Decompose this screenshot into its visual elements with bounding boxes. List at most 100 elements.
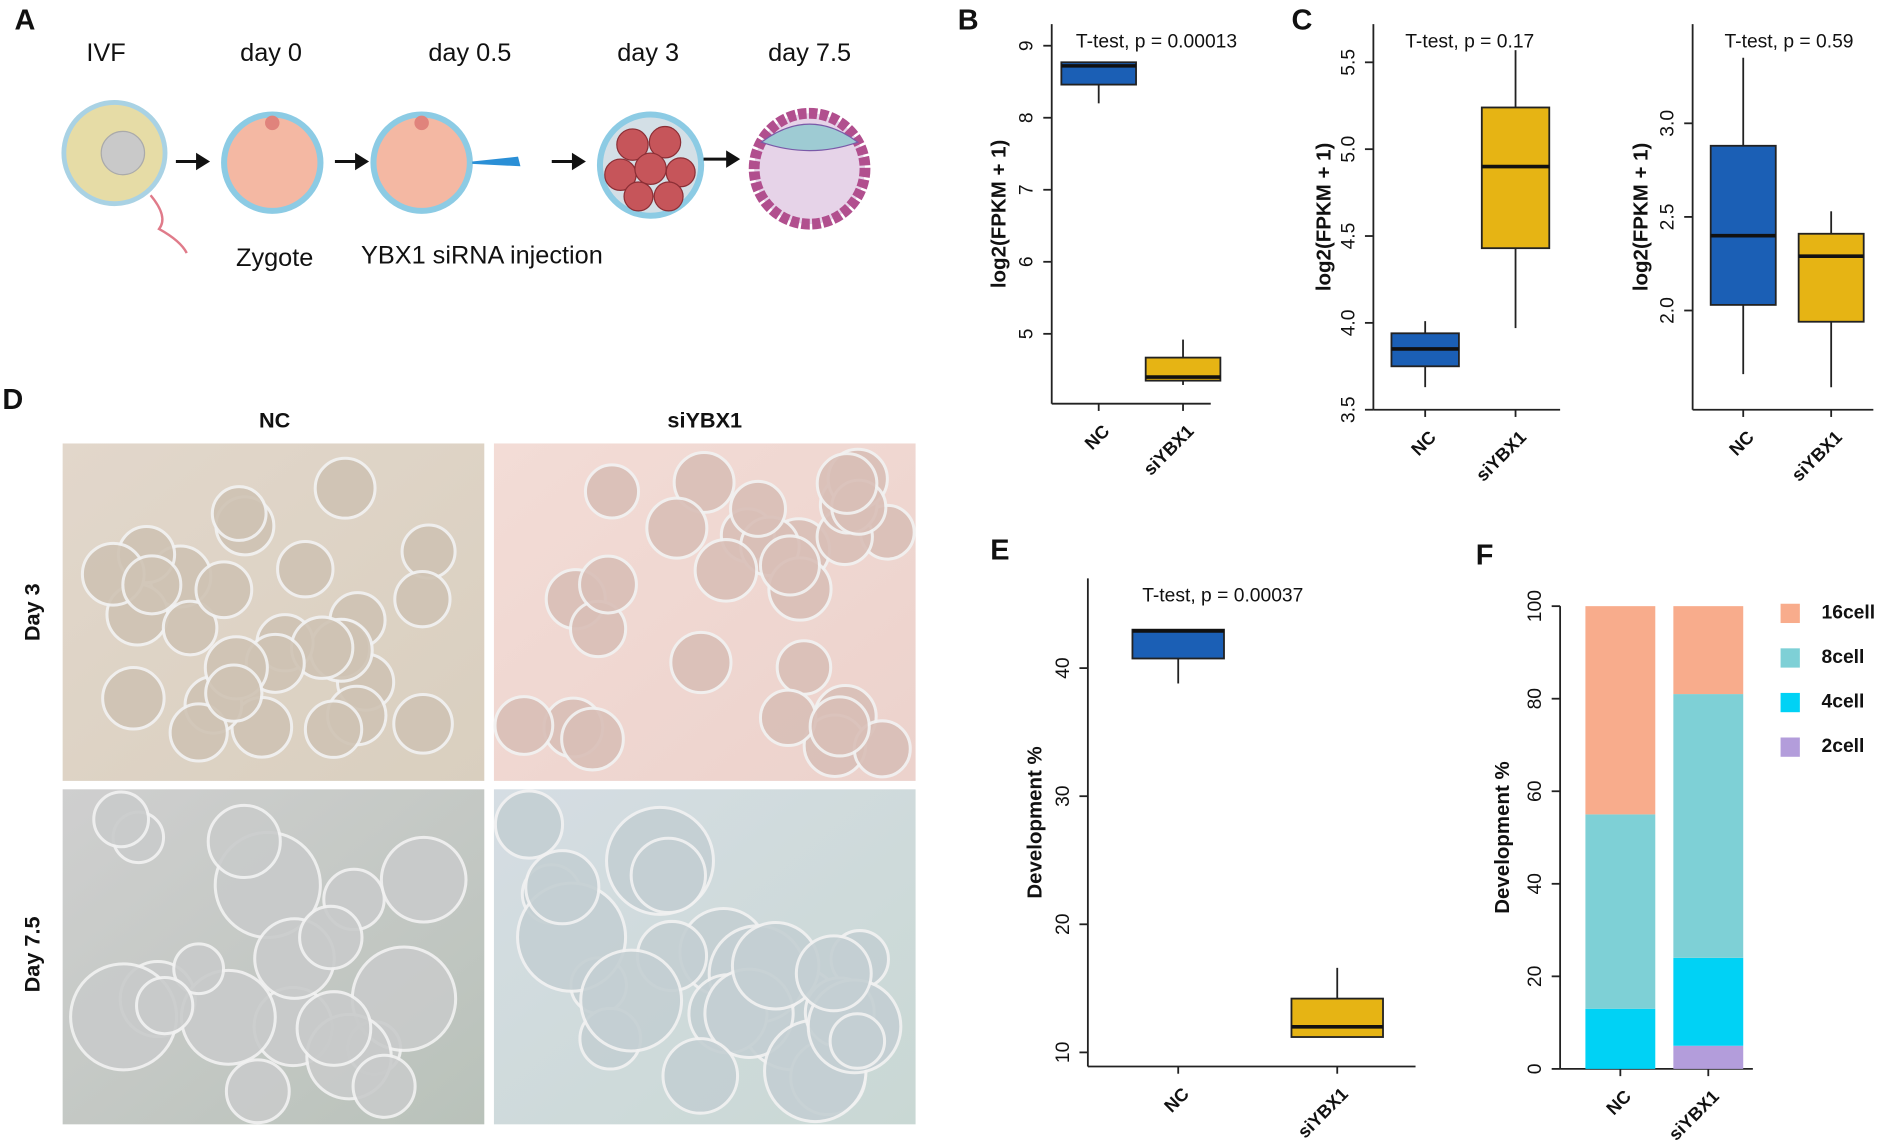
arrow-head (571, 152, 586, 171)
embryo (693, 538, 759, 603)
x-tick-label: NC (1725, 427, 1758, 460)
embryo (758, 534, 821, 597)
zygote (221, 111, 324, 214)
y-tick-label: 2.5 (1658, 204, 1679, 231)
y-tick-label: 20 (1525, 966, 1546, 987)
chart-title: T-test, p = 0.17 (1405, 31, 1534, 52)
y-tick-label: 40 (1053, 657, 1074, 678)
zygote (370, 111, 473, 214)
inner-cell-mass (760, 123, 860, 152)
stage-label: day 0 (240, 39, 302, 67)
embryo (758, 688, 818, 748)
y-axis-label: Development % (1023, 746, 1046, 898)
x-tick-label: siYBX1 (1788, 427, 1846, 485)
embryo (629, 836, 707, 915)
x-tick-label: siYBX1 (1294, 1084, 1352, 1140)
x-tick-label: siYBX1 (1140, 421, 1198, 479)
embryo (808, 695, 871, 758)
box (1144, 356, 1222, 382)
y-tick-label: 4.0 (1338, 309, 1359, 336)
sperm (149, 194, 188, 254)
legend-label: 4cell (1822, 692, 1865, 713)
y-axis-label: log2(FPKM + 1) (987, 140, 1010, 288)
legend-label: 2cell (1822, 736, 1865, 757)
y-tick-label: 3.5 (1338, 396, 1359, 423)
box (1131, 628, 1225, 660)
chart-title: T-test, p = 0.00037 (1142, 586, 1303, 607)
embryo (775, 639, 833, 696)
y-tick-label: 2.0 (1658, 297, 1679, 324)
embryo (379, 835, 468, 924)
embryo (101, 666, 166, 731)
legend-swatch (1780, 603, 1800, 624)
y-tick-label: 100 (1525, 590, 1546, 622)
x-tick-label: NC (1407, 427, 1440, 460)
embryo (298, 904, 364, 971)
arrow-head (196, 152, 211, 171)
embryo (351, 1053, 417, 1119)
box (1290, 997, 1384, 1038)
column-label: NC (259, 408, 291, 433)
x-tick-label: NC (1160, 1084, 1193, 1117)
nucleus (100, 130, 146, 176)
embryo (815, 452, 879, 515)
cell (634, 152, 667, 185)
embryo (828, 1012, 887, 1070)
bar-segment (1673, 694, 1744, 958)
y-axis-label: Development % (1491, 761, 1514, 913)
x-tick-label: NC (1081, 421, 1114, 454)
x-tick-label: siYBX1 (1665, 1086, 1723, 1140)
y-tick-label: 7 (1017, 184, 1038, 195)
y-tick-label: 5.5 (1338, 49, 1359, 76)
embryo (121, 554, 183, 616)
bar-segment (1585, 814, 1656, 1009)
embryo (794, 934, 873, 1013)
embryo (583, 463, 641, 520)
y-axis-label: log2(FPKM + 1) (1629, 143, 1652, 291)
box (1060, 61, 1137, 86)
stage-label: day 0.5 (428, 39, 511, 67)
cell (665, 157, 696, 188)
arrow-head (726, 150, 741, 168)
y-tick-label: 10 (1053, 1042, 1074, 1063)
embryo (172, 942, 226, 996)
embryo (661, 1037, 740, 1115)
embryo (206, 803, 282, 880)
legend-label: 8cell (1822, 647, 1865, 668)
bar-segment (1673, 1045, 1744, 1069)
x-tick-label: NC (1602, 1086, 1635, 1119)
cell (623, 181, 654, 212)
embryo (204, 663, 264, 723)
y-tick-label: 80 (1525, 688, 1546, 709)
legend-swatch (1780, 692, 1800, 713)
box (1709, 144, 1777, 306)
y-axis-label: log2(FPKM + 1) (1313, 143, 1336, 291)
stage-note: Zygote (236, 244, 313, 272)
micrographs: NC siYBX1 Day 3 Day 7.5 (19, 408, 916, 1125)
panel-label: E (990, 535, 1009, 567)
polar-body (265, 115, 280, 131)
embryo (524, 849, 601, 926)
embryo (276, 539, 335, 599)
box (1797, 232, 1865, 323)
panel-label: A (14, 4, 35, 36)
stage-label: IVF (86, 39, 125, 67)
y-tick-label: 60 (1525, 781, 1546, 802)
embryo (161, 599, 219, 657)
stage-label: day 7.5 (768, 39, 851, 67)
cell (648, 125, 682, 159)
bar-segment (1585, 1008, 1656, 1069)
panel-label: C (1291, 4, 1312, 36)
embryo (578, 554, 638, 615)
embryo (493, 789, 565, 860)
embryo (579, 948, 684, 1053)
cell (653, 181, 684, 212)
y-tick-label: 0 (1525, 1064, 1546, 1075)
embryo (194, 560, 254, 620)
panel-label: B (958, 4, 979, 36)
embryo (303, 699, 364, 759)
arrow-head (355, 152, 370, 171)
legend-swatch (1780, 648, 1800, 668)
embryo (560, 706, 625, 772)
panel-label: D (2, 384, 23, 416)
